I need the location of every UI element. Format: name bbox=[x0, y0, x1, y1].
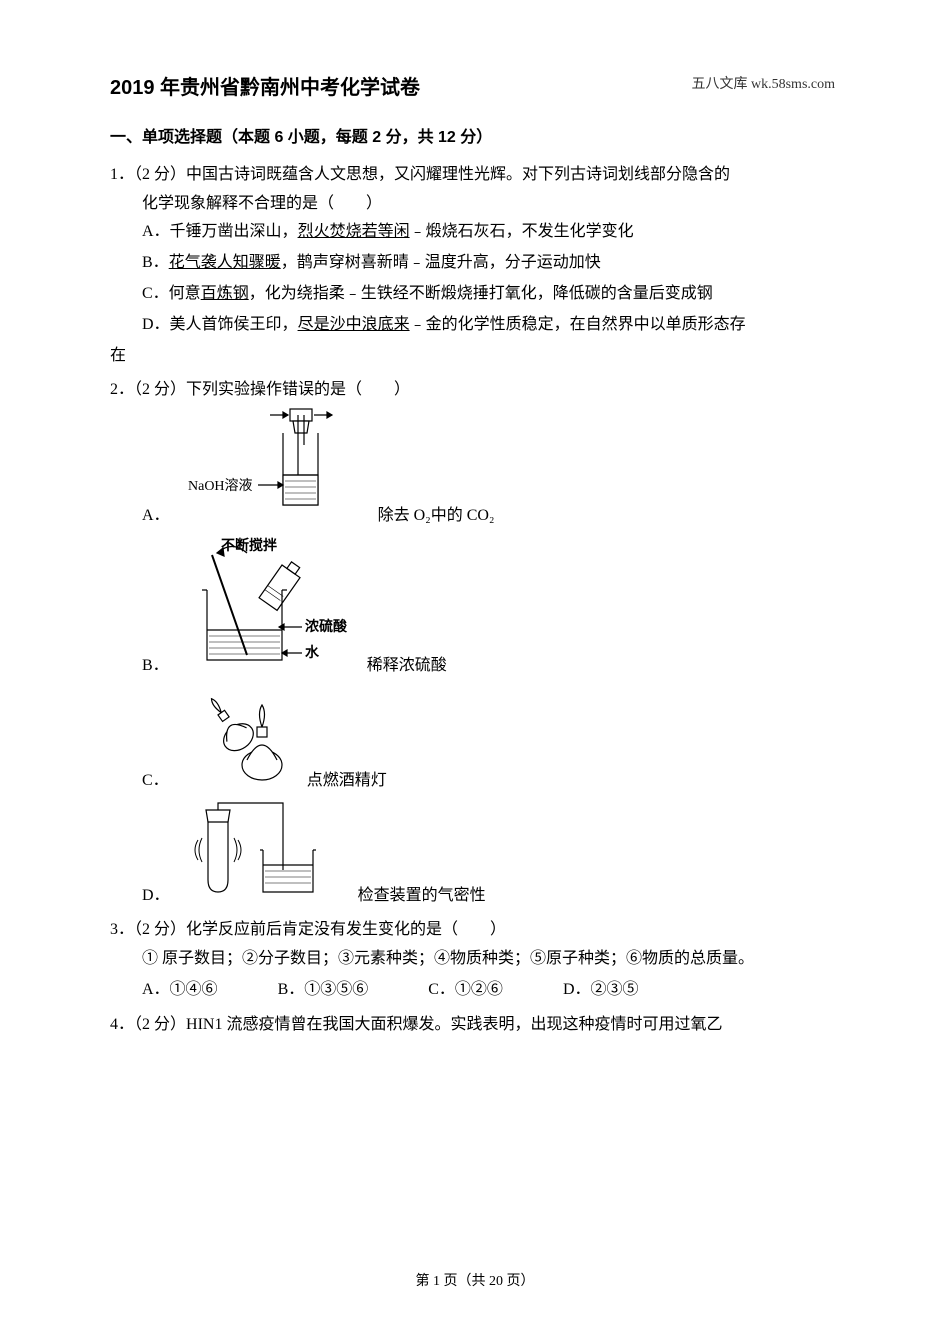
q4-stem-text: HIN1 流感疫情曾在我国大面积爆发。实践表明，出现这种疫情时可用过氧乙 bbox=[186, 1016, 722, 1033]
q3-opt-a: A．①④⑥ bbox=[142, 976, 218, 1005]
water-label: 水 bbox=[305, 644, 320, 661]
q2-c-diagram bbox=[187, 685, 297, 796]
q1-c-pre: C．何意 bbox=[142, 285, 201, 302]
q3-prefix: 3．（2 分） bbox=[110, 921, 186, 938]
q2-d-caption: 检查装置的气密性 bbox=[358, 882, 486, 911]
q2-opt-d: D． bbox=[110, 800, 840, 911]
question-1: 1．（2 分）中国古诗词既蕴含人文思想，又闪耀理性光辉。对下列古诗词划线部分隐含… bbox=[110, 161, 840, 371]
q1-prefix: 1．（2 分） bbox=[110, 166, 186, 183]
q1-opt-b: B．花气袭人知骤暖，鹊声穿树喜新晴﹣温度升高，分子运动加快 bbox=[110, 249, 840, 278]
q2-opt-a: A． bbox=[110, 405, 840, 531]
q2-a-caption: 除去 O₂中的 CO₂ bbox=[378, 502, 495, 531]
q1-opt-c: C．何意百炼钢，化为绕指柔﹣生铁经不断煅烧捶打氧化，降低碳的含量后变成钢 bbox=[110, 280, 840, 309]
question-2: 2．（2 分）下列实验操作错误的是（ ） A． bbox=[110, 376, 840, 910]
q2-c-letter: C． bbox=[142, 767, 169, 796]
q3-opt-c: C．①②⑥ bbox=[428, 976, 503, 1005]
q2-b-diagram: 不断搅拌 浓硫酸 水 bbox=[187, 535, 357, 681]
q3-stem-text: 化学反应前后肯定没有发生变化的是（ ） bbox=[186, 921, 506, 938]
q4-prefix: 4．（2 分） bbox=[110, 1016, 186, 1033]
q1-a-post: ﹣煅烧石灰石，不发生化学变化 bbox=[410, 223, 634, 240]
q2-prefix: 2．（2 分） bbox=[110, 381, 186, 398]
q1-b-underline: 花气袭人知骤暖 bbox=[169, 254, 281, 271]
naoh-label: NaOH溶液 bbox=[188, 478, 253, 494]
q3-options: A．①④⑥ B．①③⑤⑥ C．①②⑥ D．②③⑤ bbox=[110, 976, 840, 1005]
q1-d-underline: 尽是沙中浪底来 bbox=[298, 316, 410, 333]
q2-stem: 2．（2 分）下列实验操作错误的是（ ） bbox=[110, 376, 840, 405]
q2-a-diagram: NaOH溶液 bbox=[188, 405, 368, 531]
q2-stem-text: 下列实验操作错误的是（ ） bbox=[186, 381, 410, 398]
q2-opt-c: C． bbox=[110, 685, 840, 796]
q4-stem: 4．（2 分）HIN1 流感疫情曾在我国大面积爆发。实践表明，出现这种疫情时可用… bbox=[110, 1011, 840, 1040]
page-footer: 第 1 页（共 20 页） bbox=[0, 1269, 950, 1294]
q3-stem: 3．（2 分）化学反应前后肯定没有发生变化的是（ ） bbox=[110, 916, 840, 945]
q1-opt-a: A．千锤万凿出深山，烈火焚烧若等闲﹣煅烧石灰石，不发生化学变化 bbox=[110, 218, 840, 247]
q2-d-letter: D． bbox=[142, 882, 170, 911]
watermark: 五八文库 wk.58sms.com bbox=[692, 72, 836, 97]
acid-label: 浓硫酸 bbox=[305, 618, 348, 635]
stir-label: 不断搅拌 bbox=[221, 537, 277, 554]
question-4: 4．（2 分）HIN1 流感疫情曾在我国大面积爆发。实践表明，出现这种疫情时可用… bbox=[110, 1011, 840, 1040]
q1-opt-d-cont: 在 bbox=[110, 342, 840, 371]
q1-c-post: ，化为绕指柔﹣生铁经不断煅烧捶打氧化，降低碳的含量后变成钢 bbox=[249, 285, 713, 302]
q1-b-post: ，鹊声穿树喜新晴﹣温度升高，分子运动加快 bbox=[281, 254, 601, 271]
q2-d-diagram bbox=[188, 800, 348, 911]
q2-opt-b: B． bbox=[110, 535, 840, 681]
question-3: 3．（2 分）化学反应前后肯定没有发生变化的是（ ） ① 原子数目；②分子数目；… bbox=[110, 916, 840, 1004]
q1-opt-d: D．美人首饰侯王印，尽是沙中浪底来﹣金的化学性质稳定，在自然界中以单质形态存 bbox=[110, 311, 840, 340]
q1-stem-line1: 1．（2 分）中国古诗词既蕴含人文思想，又闪耀理性光辉。对下列古诗词划线部分隐含… bbox=[110, 161, 840, 190]
q1-d-pre: D．美人首饰侯王印， bbox=[142, 316, 298, 333]
q3-list: ① 原子数目；②分子数目；③元素种类；④物质种类；⑤原子种类；⑥物质的总质量。 bbox=[110, 945, 840, 974]
q1-stem-line2: 化学现象解释不合理的是（ ） bbox=[110, 190, 840, 219]
q3-opt-b: B．①③⑤⑥ bbox=[278, 976, 369, 1005]
q2-b-letter: B． bbox=[142, 652, 169, 681]
section-heading: 一、单项选择题（本题 6 小题，每题 2 分，共 12 分） bbox=[110, 124, 840, 153]
q3-opt-d: D．②③⑤ bbox=[563, 976, 639, 1005]
q1-b-pre: B． bbox=[142, 254, 169, 271]
q1-a-underline: 烈火焚烧若等闲 bbox=[298, 223, 410, 240]
q2-c-caption: 点燃酒精灯 bbox=[307, 767, 387, 796]
q2-a-letter: A． bbox=[142, 502, 170, 531]
q1-c-underline: 百炼钢 bbox=[201, 285, 249, 302]
q2-b-caption: 稀释浓硫酸 bbox=[367, 652, 447, 681]
q1-a-pre: A．千锤万凿出深山， bbox=[142, 223, 298, 240]
q1-stem1: 中国古诗词既蕴含人文思想，又闪耀理性光辉。对下列古诗词划线部分隐含的 bbox=[186, 166, 730, 183]
q1-d-post: ﹣金的化学性质稳定，在自然界中以单质形态存 bbox=[410, 316, 746, 333]
